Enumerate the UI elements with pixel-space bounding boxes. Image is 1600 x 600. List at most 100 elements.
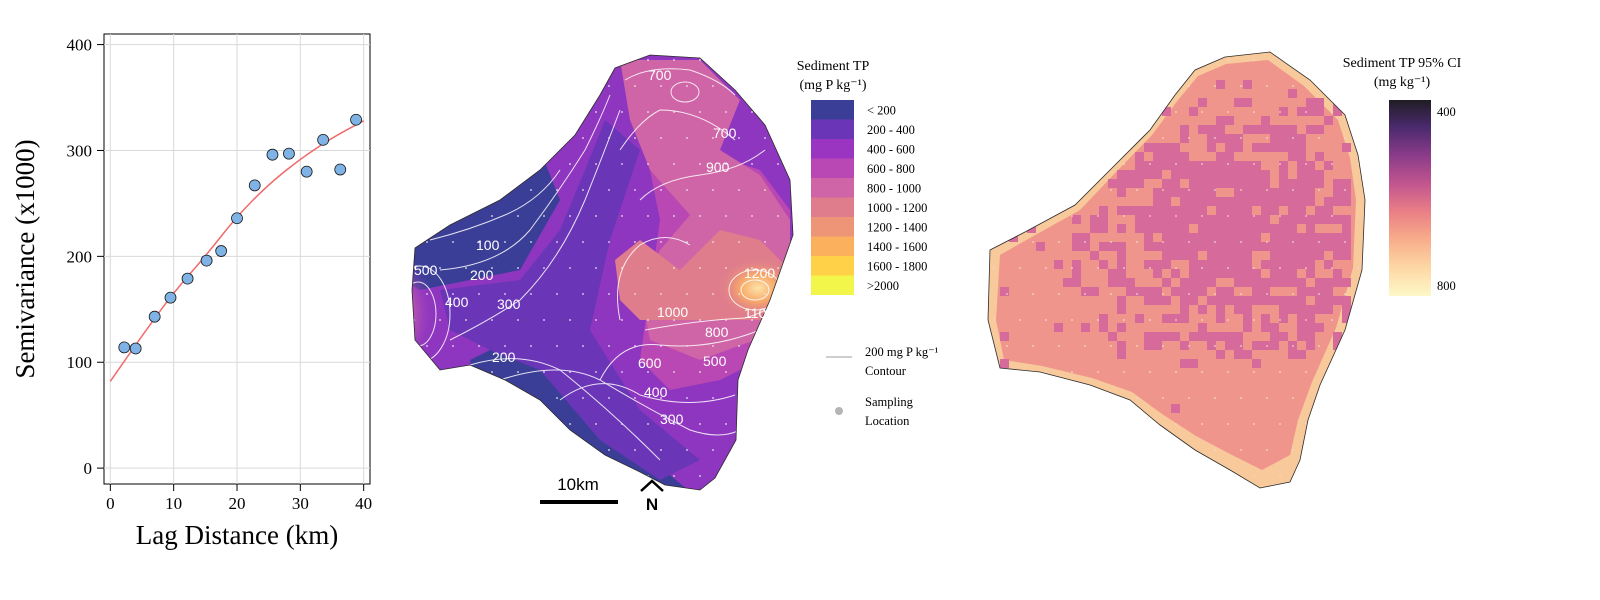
sampling-location bbox=[699, 215, 701, 217]
sampling-location bbox=[1201, 371, 1203, 373]
sampling-location bbox=[569, 423, 571, 425]
sampling-location bbox=[1305, 215, 1307, 217]
ci-cell bbox=[1225, 296, 1234, 305]
tp-legend-swatch bbox=[811, 119, 854, 139]
sampling-location bbox=[504, 137, 506, 139]
ci-cell bbox=[1306, 233, 1315, 242]
ci-cell bbox=[1207, 188, 1216, 197]
ci-cell bbox=[1207, 215, 1216, 224]
sampling-location bbox=[1097, 59, 1099, 61]
sampling-location bbox=[712, 241, 714, 243]
ci-cell bbox=[1144, 215, 1153, 224]
ci-cell bbox=[1297, 305, 1306, 314]
ci-cell bbox=[1099, 224, 1108, 233]
ci-cell bbox=[1324, 305, 1333, 314]
sampling-location bbox=[725, 111, 727, 113]
ci-cell bbox=[1216, 215, 1225, 224]
ci-cell bbox=[1171, 188, 1180, 197]
sampling-location bbox=[452, 85, 454, 87]
sampling-location bbox=[1188, 85, 1190, 87]
sampling-location bbox=[582, 189, 584, 191]
ci-cell bbox=[1162, 242, 1171, 251]
ci-cell bbox=[1243, 305, 1252, 314]
sampling-location bbox=[634, 85, 636, 87]
sampling-location bbox=[1006, 345, 1008, 347]
ci-cell bbox=[1117, 206, 1126, 215]
sampling-location bbox=[608, 241, 610, 243]
data-point bbox=[148, 310, 161, 323]
ci-cell bbox=[1180, 224, 1189, 233]
ci-cell bbox=[1072, 260, 1081, 269]
y-tick-labels: 0 100 200 300 400 bbox=[67, 36, 93, 479]
ci-cell bbox=[1180, 341, 1189, 350]
sampling-location bbox=[1266, 293, 1268, 295]
sampling-location bbox=[699, 319, 701, 321]
ci-cell bbox=[1198, 125, 1207, 134]
sampling-location bbox=[1058, 397, 1060, 399]
ci-cell bbox=[1234, 278, 1243, 287]
sampling-location bbox=[1084, 189, 1086, 191]
sampling-location bbox=[764, 449, 766, 451]
sampling-location bbox=[465, 163, 467, 165]
x-tick-label: 0 bbox=[106, 494, 115, 513]
ci-cell bbox=[1180, 296, 1189, 305]
sampling-location bbox=[751, 475, 753, 477]
ci-cell bbox=[1153, 287, 1162, 296]
sampling-location bbox=[790, 137, 792, 139]
ci-cell bbox=[1216, 269, 1225, 278]
sampling-location bbox=[1344, 397, 1346, 399]
ci-cell bbox=[1261, 170, 1270, 179]
y-tick-label: 0 bbox=[84, 459, 93, 478]
sampling-location bbox=[1253, 423, 1255, 425]
ci-cell bbox=[1135, 170, 1144, 179]
ci-cell bbox=[1171, 314, 1180, 323]
ci-cell bbox=[1342, 215, 1351, 224]
sampling-location bbox=[1032, 241, 1034, 243]
ci-cell bbox=[1153, 89, 1162, 98]
sampling-location bbox=[1292, 189, 1294, 191]
sampling-location bbox=[452, 449, 454, 451]
ci-colorbar-max-label: 400 bbox=[1437, 105, 1456, 119]
ci-cell bbox=[1126, 179, 1135, 188]
sampling-location bbox=[1305, 423, 1307, 425]
ci-cell bbox=[1261, 278, 1270, 287]
sampling-location bbox=[517, 267, 519, 269]
ci-cell bbox=[1234, 188, 1243, 197]
sampling-location bbox=[465, 371, 467, 373]
ci-cell bbox=[1306, 98, 1315, 107]
ci-cell bbox=[1315, 98, 1324, 107]
ci-cell bbox=[1315, 287, 1324, 296]
sampling-location bbox=[1058, 345, 1060, 347]
sediment-tp-map-panel: 700 700 900 100 200 300 500 400 1200 110… bbox=[411, 54, 939, 514]
sampling-location bbox=[621, 163, 623, 165]
sampling-location bbox=[1071, 423, 1073, 425]
ci-cell bbox=[1261, 242, 1270, 251]
ci-cell bbox=[1252, 341, 1261, 350]
sampling-location bbox=[582, 137, 584, 139]
ci-cell bbox=[1315, 152, 1324, 161]
sampling-location bbox=[1136, 241, 1138, 243]
ci-cell bbox=[1243, 224, 1252, 233]
ci-cell bbox=[1306, 260, 1315, 269]
ci-cell bbox=[1144, 341, 1153, 350]
ci-cell bbox=[1216, 197, 1225, 206]
sampling-location bbox=[621, 423, 623, 425]
ci-cell bbox=[1234, 197, 1243, 206]
sampling-location bbox=[751, 267, 753, 269]
sampling-location bbox=[647, 319, 649, 321]
sampling-location bbox=[725, 59, 727, 61]
sampling-location bbox=[1175, 267, 1177, 269]
ci-cell bbox=[1243, 98, 1252, 107]
sampling-location bbox=[1188, 449, 1190, 451]
sampling-location bbox=[1097, 371, 1099, 373]
ci-cell bbox=[1135, 314, 1144, 323]
sampling-location bbox=[751, 111, 753, 113]
sampling-location bbox=[660, 241, 662, 243]
tp-legend-title: Sediment TP bbox=[797, 59, 870, 74]
sampling-location bbox=[543, 475, 545, 477]
ci-cell bbox=[1261, 197, 1270, 206]
sampling-location bbox=[1253, 163, 1255, 165]
ci-cell bbox=[1234, 134, 1243, 143]
sampling-location bbox=[712, 137, 714, 139]
sampling-location bbox=[751, 163, 753, 165]
